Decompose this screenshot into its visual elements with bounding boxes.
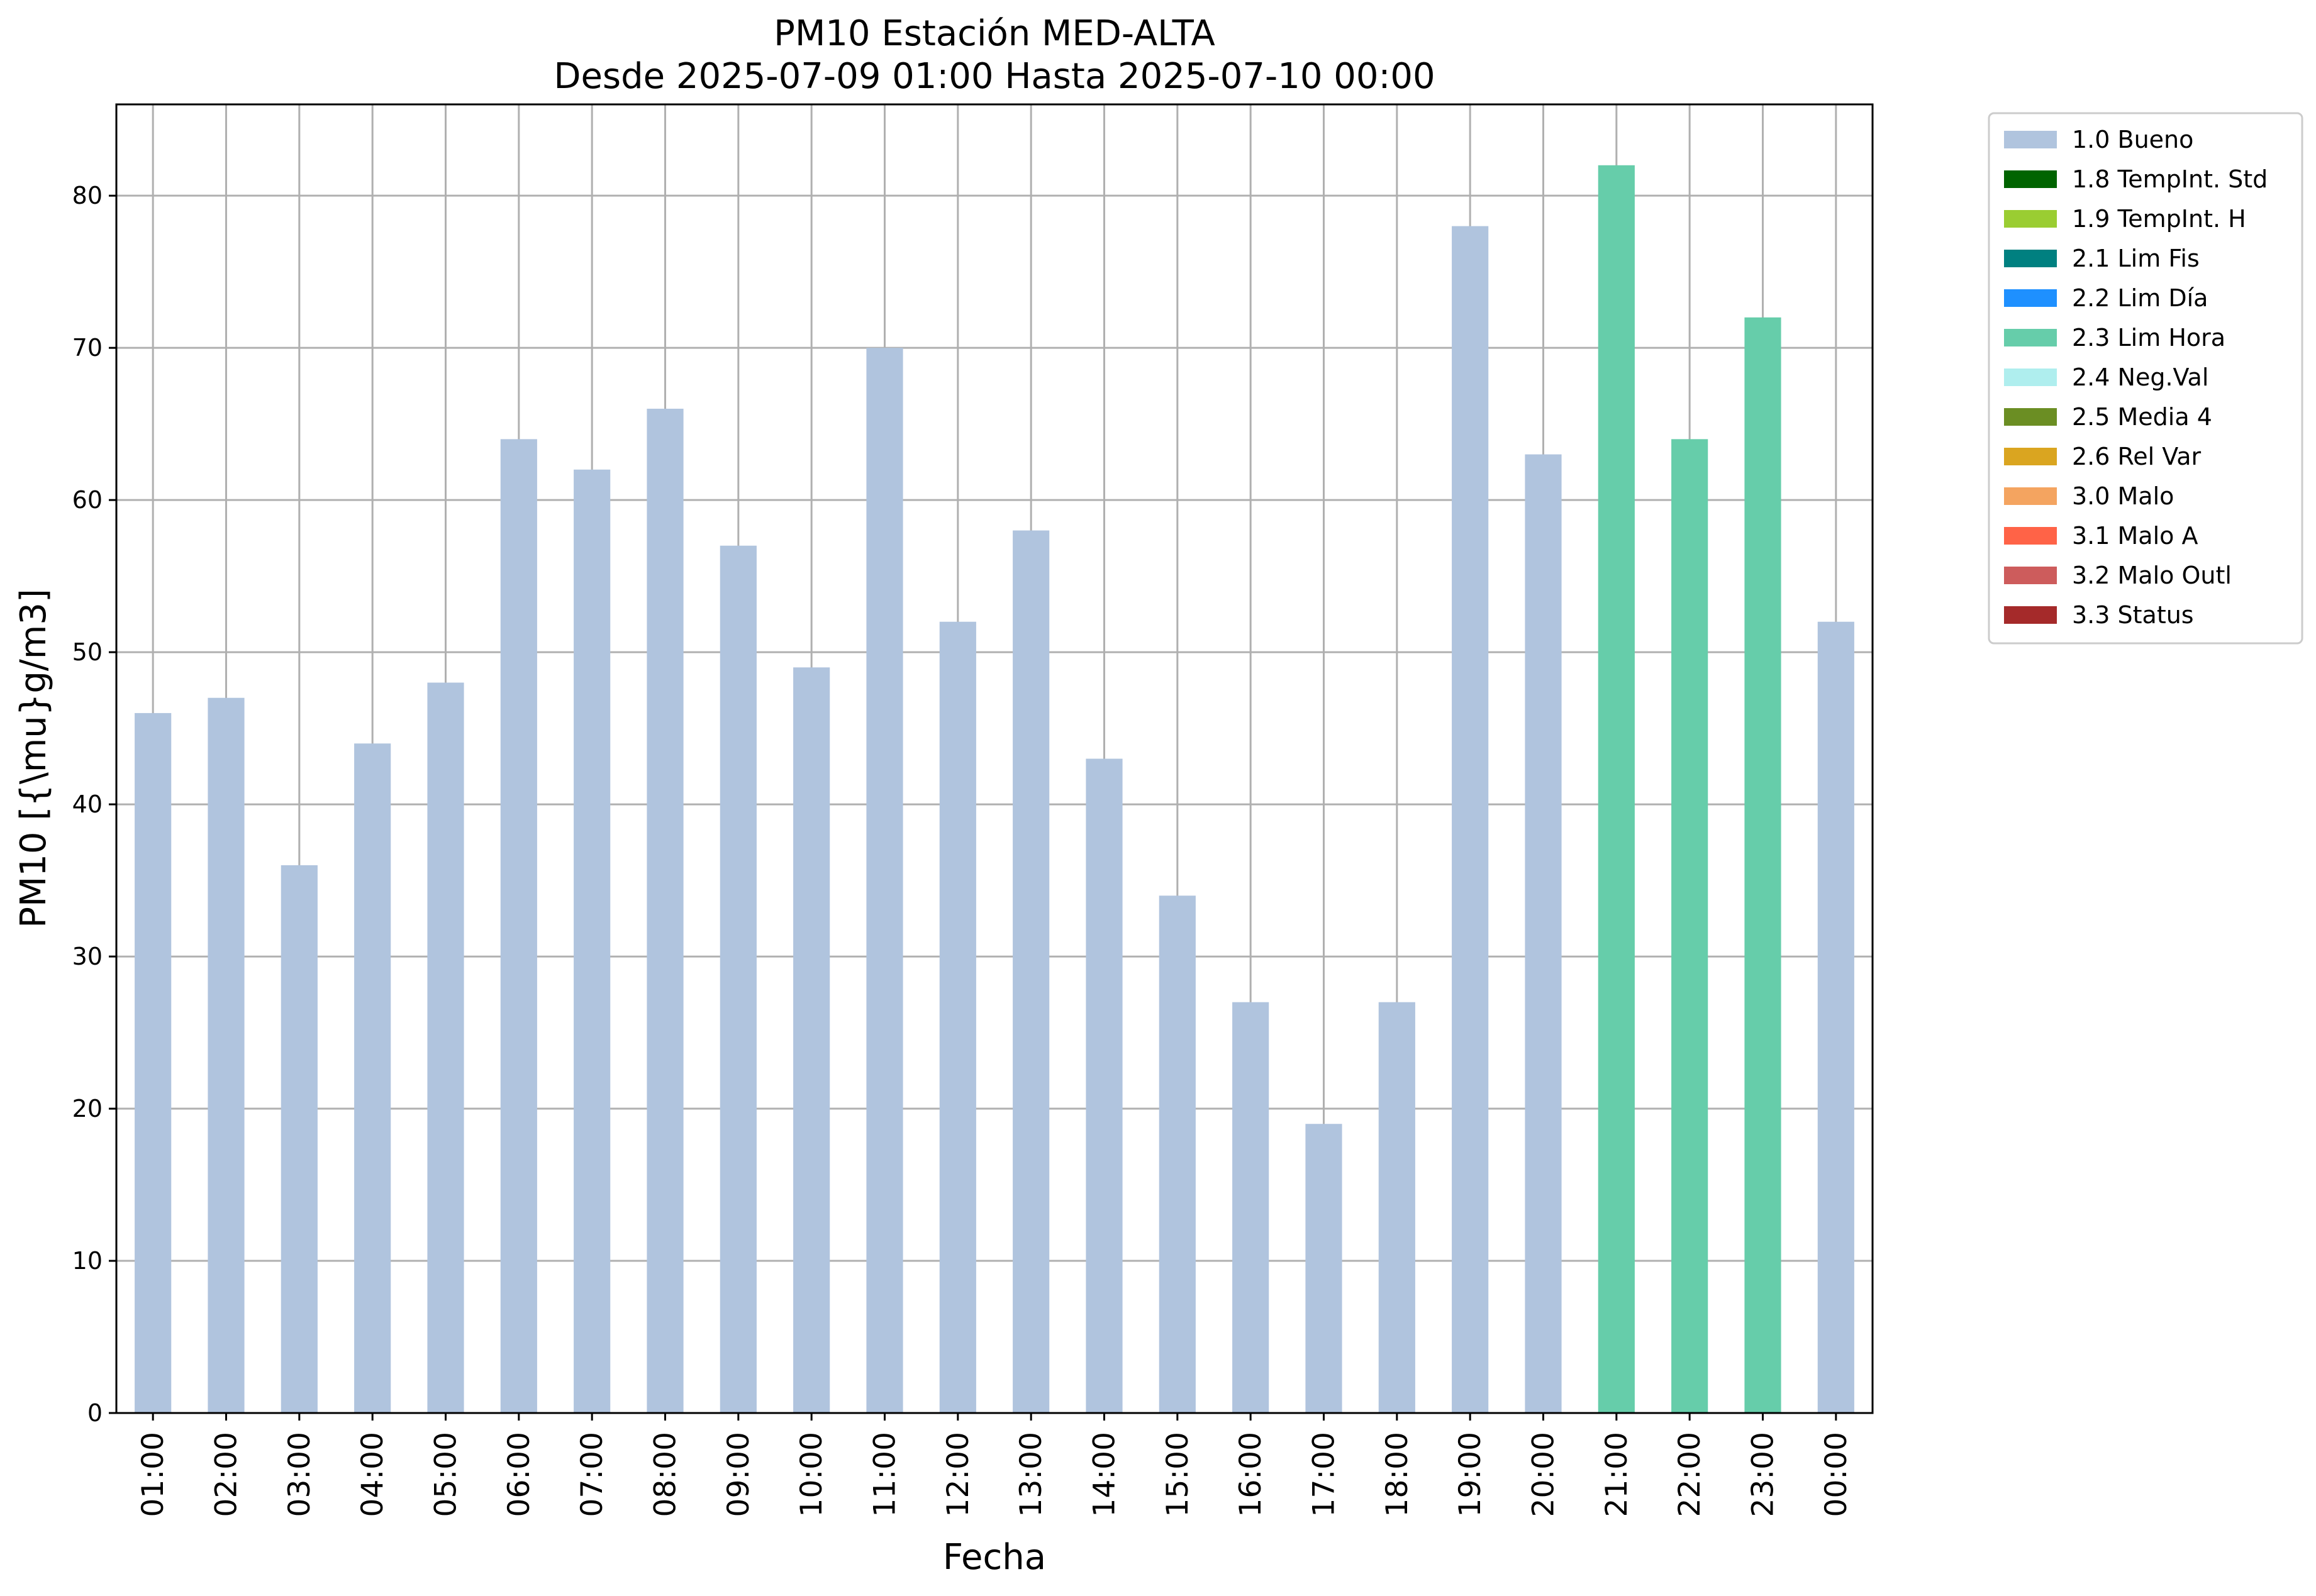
bar-10:00: [793, 667, 830, 1413]
x-tick-label: 03:00: [282, 1432, 317, 1517]
x-tick-label: 17:00: [1307, 1432, 1342, 1517]
bar-21:00: [1598, 165, 1635, 1413]
legend-label: 1.0 Bueno: [2072, 126, 2193, 153]
legend-swatch: [2004, 408, 2057, 426]
bar-17:00: [1305, 1124, 1342, 1413]
bar-20:00: [1525, 454, 1562, 1413]
x-tick-label: 10:00: [794, 1432, 829, 1517]
bar-03:00: [281, 865, 318, 1413]
legend-swatch: [2004, 567, 2057, 584]
y-tick-label: 40: [72, 790, 103, 818]
legend-frame: [1988, 112, 2303, 645]
y-axis-label: PM10 [{\mu}g/m3]: [13, 589, 54, 928]
legend-label: 2.2 Lim Día: [2072, 284, 2208, 312]
legend-label: 3.1 Malo A: [2072, 522, 2198, 550]
y-tick-label: 10: [72, 1247, 103, 1275]
legend-swatch: [2004, 170, 2057, 188]
legend-swatch: [2004, 289, 2057, 307]
bar-01:00: [135, 712, 172, 1413]
legend-swatch: [2004, 487, 2057, 505]
x-tick-label: 09:00: [721, 1432, 756, 1517]
x-tick-label: 23:00: [1746, 1432, 1781, 1517]
legend-swatch: [2004, 131, 2057, 148]
y-tick-label: 70: [72, 334, 103, 362]
x-tick-label: 14:00: [1088, 1432, 1122, 1517]
x-tick-label: 11:00: [868, 1432, 903, 1517]
legend-label: 1.8 TempInt. Std: [2072, 165, 2268, 193]
bar-19:00: [1452, 226, 1489, 1413]
x-tick-label: 18:00: [1380, 1432, 1415, 1517]
x-tick-label: 00:00: [1819, 1432, 1854, 1517]
legend-label: 3.3 Status: [2072, 601, 2194, 629]
legend-swatch: [2004, 250, 2057, 267]
x-tick-label: 13:00: [1014, 1432, 1049, 1517]
x-axis: 01:00 02:00 03:00 04:00 05:00 06:00 07:00 08:00…: [136, 1413, 1854, 1517]
bar-11:00: [866, 348, 903, 1413]
legend-swatch: [2004, 527, 2057, 545]
y-tick-label: 0: [87, 1399, 103, 1427]
chart-title: PM10 Estación MED-ALTA: [774, 13, 1215, 54]
bar-00:00: [1817, 621, 1854, 1413]
legend: 1.0 Bueno 1.8 TempInt. Std 1.9 TempInt. H 2…: [1988, 112, 2303, 645]
x-tick-label: 15:00: [1161, 1432, 1195, 1517]
x-tick-label: 12:00: [941, 1432, 976, 1517]
legend-label: 2.5 Media 4: [2072, 403, 2212, 431]
legend-label: 2.3 Lim Hora: [2072, 324, 2225, 352]
bar-06:00: [500, 439, 537, 1413]
bar-14:00: [1086, 758, 1123, 1413]
legend-swatch: [2004, 329, 2057, 346]
y-tick-label: 60: [72, 486, 103, 514]
x-axis-label: Fecha: [943, 1537, 1046, 1578]
bars: [135, 165, 1854, 1414]
y-axis: 0 10 20 30 40 50 60 70 80: [72, 182, 116, 1427]
legend-label: 3.2 Malo Outl: [2072, 562, 2232, 589]
x-tick-label: 06:00: [502, 1432, 537, 1517]
bar-16:00: [1232, 1002, 1269, 1413]
x-tick-label: 01:00: [136, 1432, 170, 1517]
legend-label: 1.9 TempInt. H: [2072, 205, 2246, 233]
y-tick-label: 80: [72, 182, 103, 209]
x-tick-label: 22:00: [1673, 1432, 1707, 1517]
bar-09:00: [720, 545, 757, 1413]
legend-swatch: [2004, 606, 2057, 624]
bar-12:00: [939, 621, 976, 1413]
legend-swatch: [2004, 448, 2057, 465]
legend-label: 2.1 Lim Fis: [2072, 245, 2200, 272]
y-tick-label: 30: [72, 943, 103, 970]
y-tick-label: 20: [72, 1095, 103, 1122]
x-tick-label: 16:00: [1233, 1432, 1268, 1517]
x-tick-label: 08:00: [649, 1432, 683, 1517]
x-tick-label: 04:00: [355, 1432, 390, 1517]
bar-23:00: [1744, 317, 1781, 1413]
bar-05:00: [427, 682, 464, 1413]
x-tick-label: 21:00: [1600, 1432, 1634, 1517]
x-tick-label: 07:00: [575, 1432, 610, 1517]
legend-swatch: [2004, 210, 2057, 228]
bar-08:00: [647, 408, 684, 1413]
legend-swatch: [2004, 369, 2057, 386]
x-tick-label: 20:00: [1527, 1432, 1561, 1517]
bar-02:00: [208, 697, 245, 1413]
bar-18:00: [1378, 1002, 1415, 1413]
bar-22:00: [1671, 439, 1708, 1413]
legend-label: 3.0 Malo: [2072, 482, 2174, 510]
chart-subtitle: Desde 2025-07-09 01:00 Hasta 2025-07-10 …: [554, 56, 1435, 97]
bar-04:00: [354, 743, 391, 1413]
y-tick-label: 50: [72, 638, 103, 666]
x-tick-label: 19:00: [1453, 1432, 1488, 1517]
bar-13:00: [1013, 530, 1050, 1413]
x-tick-label: 02:00: [209, 1432, 244, 1517]
x-tick-label: 05:00: [429, 1432, 464, 1517]
legend-label: 2.4 Neg.Val: [2072, 363, 2208, 391]
bar-07:00: [574, 469, 611, 1414]
bar-15:00: [1159, 895, 1196, 1413]
plot-frame: [115, 103, 1874, 1414]
legend-label: 2.6 Rel Var: [2072, 443, 2202, 470]
